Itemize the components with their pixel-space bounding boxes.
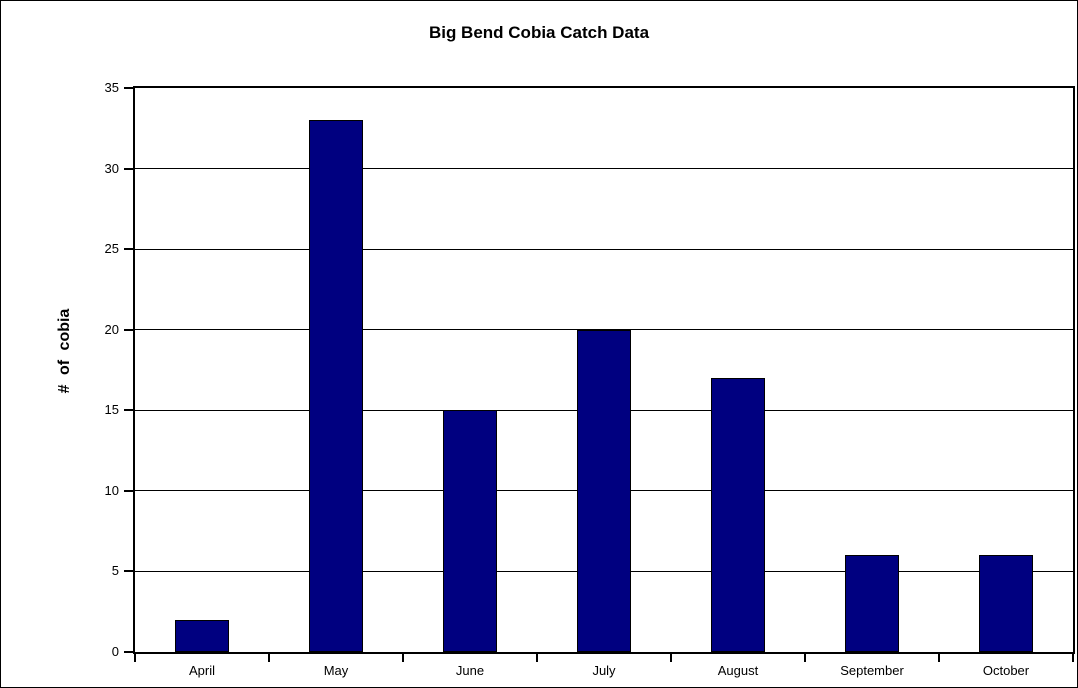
y-tick-25 [124, 248, 135, 251]
x-tick-label-april: April [188, 663, 215, 678]
y-tick-10 [124, 489, 135, 492]
x-tick-1 [268, 654, 270, 662]
x-tick-4 [670, 654, 672, 662]
y-tick-label-35: 35 [104, 80, 119, 95]
y-tick-30 [124, 167, 135, 170]
bar-april [175, 620, 229, 652]
x-tick-label-september: September [840, 663, 904, 678]
y-tick-label-30: 30 [104, 160, 119, 176]
chart-title: Big Bend Cobia Catch Data [428, 23, 650, 42]
x-tick-label-august: August [717, 663, 759, 678]
bar-june [443, 410, 497, 652]
y-tick-label-20: 20 [104, 321, 119, 337]
x-tick-3 [536, 654, 538, 662]
bar-september [845, 555, 899, 652]
gridline-y-25 [135, 248, 1073, 250]
bar-july [577, 330, 631, 652]
y-tick-label-5: 5 [111, 563, 119, 579]
x-tick-5 [804, 654, 806, 662]
y-tick-15 [124, 409, 135, 412]
y-tick-label-0: 0 [111, 644, 119, 659]
bar-may [309, 120, 363, 652]
x-tick-0 [134, 654, 136, 662]
y-tick-5 [124, 570, 135, 573]
x-tick-2 [402, 654, 404, 662]
x-tick-label-may: May [323, 663, 349, 678]
y-tick-20 [124, 328, 135, 331]
y-tick-label-25: 25 [104, 241, 119, 257]
gridline-y-20 [135, 329, 1073, 331]
gridline-y-30 [135, 168, 1073, 170]
bar-october [979, 555, 1033, 652]
x-tick-label-october: October [982, 663, 1030, 678]
y-tick-label-10: 10 [104, 482, 119, 498]
y-tick-label-15: 15 [104, 402, 119, 418]
y-tick-35 [124, 87, 135, 89]
bar-august [711, 378, 765, 652]
x-tick-label-june: June [455, 663, 485, 678]
y-tick-0 [124, 651, 135, 653]
x-tick-label-july: July [592, 663, 616, 678]
x-tick-6 [938, 654, 940, 662]
plot-area [133, 86, 1075, 654]
x-tick-7 [1072, 654, 1074, 662]
